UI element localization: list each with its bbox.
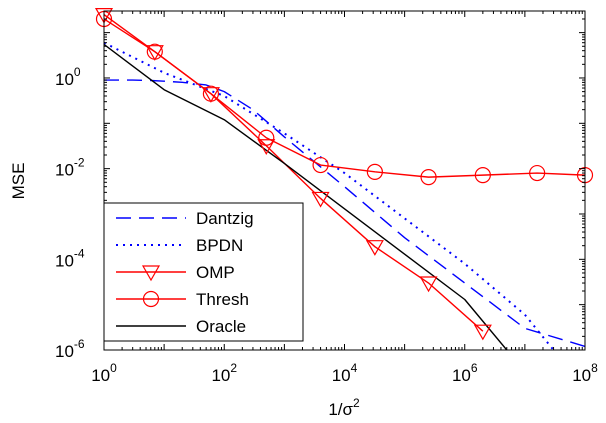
- legend-bpdn-label: BPDN: [196, 236, 243, 255]
- legend-omp-label: OMP: [196, 263, 235, 282]
- legend-omp-marker: [141, 265, 161, 282]
- series-thresh-marker: [366, 163, 383, 180]
- y-tick-label-exp: -6: [74, 337, 85, 351]
- x-tick-label-base: 10: [211, 366, 230, 385]
- series-omp-marker: [419, 276, 438, 293]
- x-tick-label-exp: 0: [110, 361, 117, 375]
- y-tick-label-base: 10: [55, 251, 74, 270]
- legend-oracle-label: Oracle: [196, 317, 246, 336]
- x-axis-title: 1/σ2: [328, 396, 360, 419]
- series-thresh-marker: [420, 169, 437, 186]
- x-tick-label-exp: 2: [230, 361, 237, 375]
- x-tick-label-base: 10: [572, 366, 591, 385]
- y-tick-label-exp: -2: [74, 156, 85, 170]
- series-omp-marker: [257, 139, 276, 155]
- y-tick-label-base: 10: [55, 161, 74, 180]
- x-tick-label-exp: 8: [591, 361, 598, 375]
- y-tick-label: 100: [55, 65, 81, 89]
- series-omp-marker: [145, 45, 164, 61]
- y-tick-label-base: 10: [55, 342, 74, 361]
- series-bpdn-line: [104, 41, 555, 350]
- x-tick-label: 104: [332, 361, 358, 385]
- series-layer: [104, 14, 585, 350]
- series-omp-marker: [365, 240, 384, 256]
- x-axis-title-sup: 2: [353, 396, 360, 410]
- y-tick-label: 10-4: [55, 246, 85, 270]
- y-tick-label: 10-6: [55, 337, 85, 361]
- series-omp-marker: [201, 87, 220, 103]
- x-tick-label: 100: [91, 361, 117, 385]
- series-thresh-marker: [258, 129, 275, 146]
- x-tick-label-base: 10: [452, 366, 471, 385]
- y-tick-label-base: 10: [55, 70, 74, 89]
- x-axis-title-base: 1/σ: [328, 400, 353, 419]
- y-tick-label-exp: -4: [74, 246, 85, 260]
- legend: Dantzig BPDN OMP Thresh Oracle: [103, 202, 304, 342]
- legend-dantzig-label: Dantzig: [196, 209, 254, 228]
- legend-thresh-label: Thresh: [196, 290, 249, 309]
- series-thresh-marker: [146, 43, 163, 60]
- x-tick-label: 106: [452, 361, 478, 385]
- x-tick-label: 108: [572, 361, 598, 385]
- x-tick-label: 102: [211, 361, 237, 385]
- legend-thresh-marker: [142, 290, 160, 308]
- series-omp-marker: [311, 191, 330, 208]
- y-tick-label: 10-2: [55, 156, 85, 180]
- x-tick-label-exp: 6: [471, 361, 478, 375]
- series-omp-marker: [94, 7, 114, 24]
- x-tick-label-exp: 4: [351, 361, 358, 375]
- series-omp-marker: [473, 324, 492, 341]
- x-tick-label-base: 10: [332, 366, 351, 385]
- series-thresh-marker: [312, 156, 329, 174]
- y-tick-label-exp: 0: [74, 65, 81, 79]
- series-thresh-marker: [529, 164, 546, 182]
- series-thresh-marker: [474, 167, 491, 184]
- series-thresh-line: [104, 18, 585, 178]
- x-tick-label-base: 10: [91, 366, 110, 385]
- series-thresh-marker: [202, 85, 220, 102]
- y-axis-title: MSE: [9, 163, 28, 200]
- series-oracle-line: [104, 43, 508, 350]
